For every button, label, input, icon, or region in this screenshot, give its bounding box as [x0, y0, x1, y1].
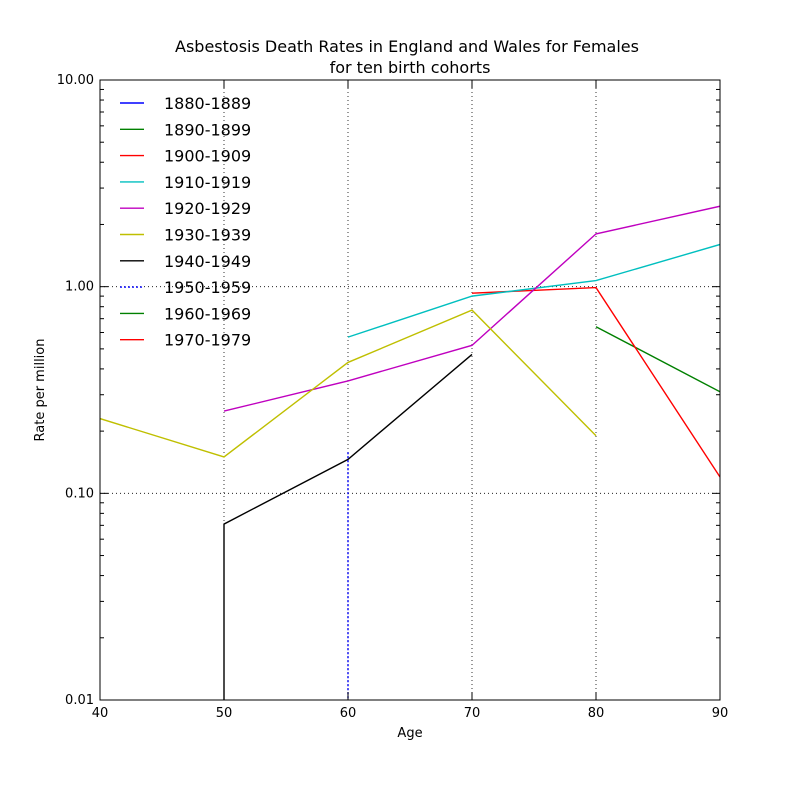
y-tick-label: 0.01 [65, 693, 94, 708]
y-tick-label: 0.10 [65, 486, 94, 501]
legend-label: 1960-1969 [164, 304, 251, 323]
x-tick-label: 70 [464, 706, 481, 721]
legend: 1880-1889 1890-1899 1900-1909 1910-1919 1920… [120, 94, 251, 350]
legend-label: 1880-1889 [164, 94, 251, 113]
legend-label: 1930-1939 [164, 226, 251, 245]
y-tick-label: 1.00 [65, 280, 94, 295]
x-tick-label: 90 [712, 706, 729, 721]
axes: 40 50 60 70 80 90 0.01 0.10 1.00 10.00 [57, 73, 728, 721]
series-line-1930-1939 [100, 309, 597, 458]
legend-label: 1890-1899 [164, 120, 251, 139]
series-line-1940-1949 [223, 353, 473, 700]
plot-frame [99, 79, 721, 701]
legend-label: 1940-1949 [164, 252, 251, 271]
x-tick-label: 40 [92, 706, 109, 721]
legend-label: 1970-1979 [164, 331, 251, 350]
series-lines [100, 205, 720, 700]
series-line-1910-1919 [347, 243, 720, 338]
x-tick-label: 50 [216, 706, 233, 721]
x-axis-label: Age [397, 726, 422, 741]
series-line-1920-1929 [223, 205, 720, 412]
legend-label: 1950-1959 [164, 278, 251, 297]
legend-label: 1920-1929 [164, 199, 251, 218]
y-axis-label: Rate per million [33, 339, 48, 442]
chart-subtitle: for ten birth cohorts [330, 58, 491, 77]
y-tick-label: 10.00 [57, 73, 94, 88]
chart-title: Asbestosis Death Rates in England and Wa… [175, 37, 639, 56]
x-tick-label: 80 [588, 706, 605, 721]
series-line-1890-1899 [595, 326, 720, 393]
x-tick-label: 60 [340, 706, 357, 721]
legend-label: 1900-1909 [164, 147, 251, 166]
legend-label: 1910-1919 [164, 173, 251, 192]
